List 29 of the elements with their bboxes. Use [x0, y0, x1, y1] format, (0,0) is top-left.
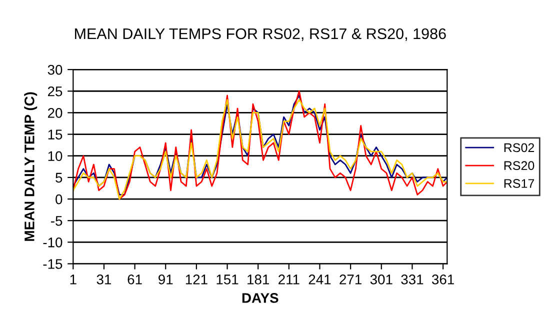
y-tick-label: 5	[56, 172, 62, 183]
y-tick-label: 20	[48, 108, 62, 118]
x-tick-label: 1	[70, 274, 76, 284]
x-tick-label: 121	[186, 274, 208, 284]
y-tick-label: 30	[48, 64, 62, 75]
x-tick-label: 91	[158, 274, 173, 284]
x-tick-label: 181	[248, 274, 270, 284]
legend-label: RS02	[504, 143, 534, 152]
x-tick-label: 271	[340, 274, 362, 284]
x-tick-label: 31	[96, 274, 112, 284]
y-tick-label: -5	[51, 216, 62, 226]
y-tick-label: 25	[48, 86, 62, 96]
y-tick-label: -10	[43, 238, 62, 248]
x-tick-label: 301	[370, 274, 392, 284]
y-tick-label: 10	[48, 151, 62, 162]
y-axis-title: MEAN DAILY TEMP (C)	[24, 92, 38, 241]
x-axis-title: DAYS	[242, 293, 278, 303]
chart-title: MEAN DAILY TEMPS FOR RS02, RS17 & RS20, 1986	[75, 28, 446, 41]
x-tick-label: 61	[128, 274, 142, 284]
x-tick-label: 211	[278, 274, 300, 284]
x-tick-label: 331	[401, 274, 424, 284]
y-tick-label: 15	[48, 130, 62, 140]
x-tick-label: 151	[216, 274, 238, 284]
legend-label: RS17	[504, 179, 534, 188]
legend-label: RS20	[504, 161, 534, 170]
x-tick-label: 361	[432, 274, 454, 284]
x-tick-label: 241	[308, 274, 331, 284]
y-tick-label: -15	[43, 259, 62, 269]
y-tick-label: 0	[56, 194, 62, 204]
